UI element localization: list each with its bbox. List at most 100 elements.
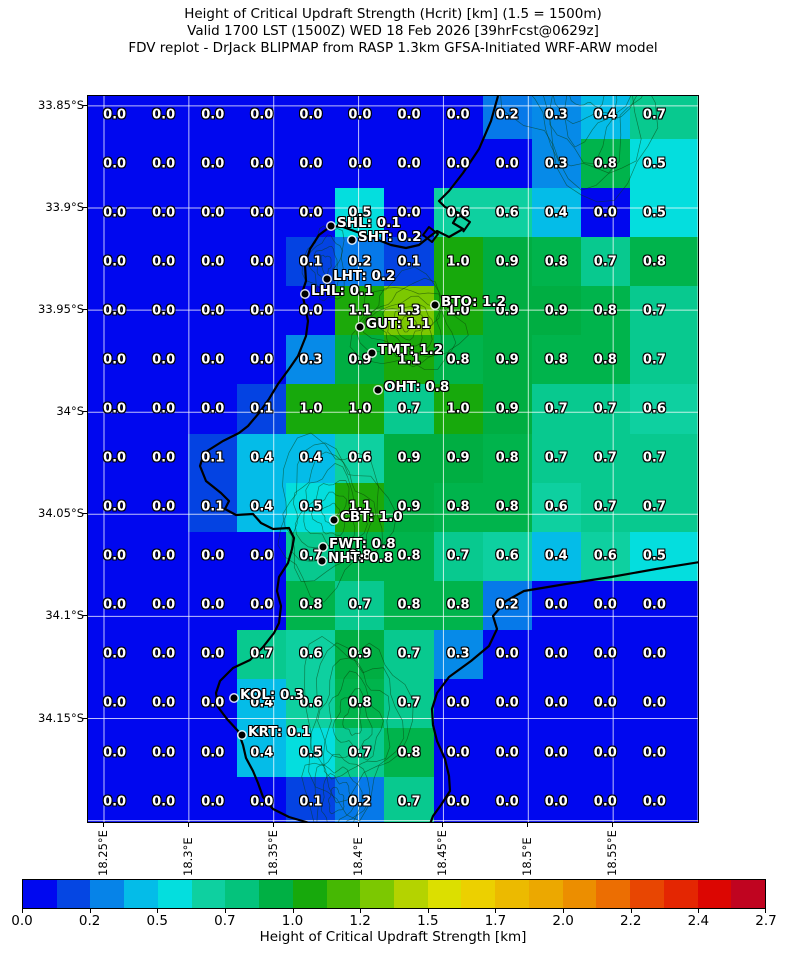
grid-value: 0.0 — [446, 794, 470, 810]
axis-tick — [83, 309, 87, 311]
grid-value: 0.0 — [103, 303, 127, 319]
heatmap-cell — [335, 335, 385, 385]
grid-value: 0.0 — [446, 156, 470, 172]
heatmap-cell — [188, 777, 238, 822]
colorbar-segment — [326, 880, 362, 908]
grid-value: 0.7 — [348, 745, 372, 760]
heatmap-cell — [90, 384, 140, 434]
heatmap-cell — [335, 139, 385, 189]
colorbar-segment — [596, 880, 632, 908]
axis-tick — [272, 823, 274, 827]
grid-value: 0.9 — [495, 303, 519, 319]
heatmap-cell — [629, 286, 679, 336]
heatmap-cell — [237, 629, 287, 679]
axis-tick — [83, 615, 87, 617]
colorbar-tick-label: 0.2 — [78, 913, 101, 929]
terrain-contour — [320, 502, 341, 527]
grid-value: 0.7 — [446, 548, 470, 564]
heatmap-cell — [139, 531, 189, 581]
colorbar-segment — [697, 880, 733, 908]
colorbar-tick — [89, 909, 91, 913]
grid-value: 0.0 — [593, 745, 617, 760]
terrain-contour — [553, 96, 632, 148]
y-axis-tick-label: 33.9°S — [45, 200, 84, 214]
heatmap-cell — [531, 482, 581, 532]
heatmap-cell — [237, 531, 287, 581]
grid-value: 0.0 — [593, 205, 617, 221]
heatmap-cell — [139, 777, 189, 822]
grid-value: 0.8 — [397, 745, 421, 760]
heatmap-cell — [482, 531, 532, 581]
grid-value: 0.0 — [152, 548, 176, 564]
grid-value: 0.4 — [250, 745, 274, 760]
grid-value: 0.1 — [201, 450, 225, 466]
grid-value: 0.0 — [544, 695, 568, 711]
grid-value: 0.4 — [250, 450, 274, 466]
grid-value: 0.4 — [544, 205, 568, 221]
grid-value: 0.0 — [250, 548, 274, 564]
y-axis-tick-label: 34.15°S — [38, 710, 84, 725]
station-label: NHT: 0.8 — [328, 550, 394, 566]
heatmap-cell — [335, 482, 385, 532]
heatmap-cell — [678, 286, 698, 336]
heatmap-cell — [531, 433, 581, 483]
heatmap-cell — [335, 96, 385, 140]
terrain-contour — [301, 753, 370, 822]
grid-value: 0.8 — [397, 548, 421, 564]
station-dot — [368, 349, 376, 357]
grid-value: 0.8 — [348, 695, 372, 711]
heatmap-cell — [139, 580, 189, 630]
grid-value: 0.0 — [250, 303, 274, 319]
heatmap-cell — [237, 237, 287, 287]
heatmap-cell — [433, 384, 483, 434]
axis-tick — [83, 207, 87, 208]
plot-title-line1: Height of Critical Updraft Strength (Hcr… — [184, 6, 602, 22]
grid-value: 0.0 — [103, 499, 127, 515]
heatmap-cell — [237, 678, 287, 728]
colorbar-axis-label: Height of Critical Updraft Strength [km] — [259, 929, 527, 945]
grid-value: 0.0 — [152, 401, 176, 417]
terrain-contour — [400, 315, 417, 333]
axis-tick — [187, 823, 189, 827]
colorbar-tick-label: 1.2 — [349, 913, 371, 929]
grid-value: 1.0 — [299, 401, 323, 417]
grid-value: 0.0 — [299, 156, 323, 172]
grid-value: 0.0 — [250, 205, 274, 221]
heatmap-cell — [384, 286, 434, 336]
heatmap-cell — [433, 482, 483, 532]
grid-value: 0.7 — [642, 352, 666, 368]
heatmap-cell — [629, 237, 679, 287]
heatmap-cell — [531, 531, 581, 581]
heatmap-cell — [139, 678, 189, 728]
terrain-contour — [569, 96, 605, 109]
colorbar-segment — [731, 880, 765, 908]
heatmap-cell — [433, 433, 483, 483]
heatmap-cell — [286, 678, 336, 728]
colorbar-segment — [225, 880, 261, 908]
grid-value: 0.0 — [201, 745, 225, 760]
heatmap-cell — [629, 777, 679, 822]
heatmap-cell — [629, 678, 679, 728]
grid-value: 0.8 — [593, 303, 617, 319]
grid-value: 1.3 — [397, 303, 421, 319]
grid-value: 0.0 — [103, 352, 127, 368]
colorbar-tick — [157, 909, 159, 913]
heatmap-cell — [139, 335, 189, 385]
grid-value: 0.3 — [544, 156, 568, 172]
colorbar-segment — [427, 880, 463, 908]
grid-value: 0.8 — [495, 450, 519, 466]
terrain-contour — [370, 295, 441, 354]
grid-value: 0.2 — [495, 107, 519, 123]
heatmap-cell — [678, 96, 698, 140]
map-overlay — [88, 96, 698, 822]
grid-value: 1.1 — [348, 303, 372, 319]
grid-value: 0.9 — [348, 352, 372, 368]
grid-value: 0.3 — [446, 646, 470, 662]
grid-value: 0.0 — [103, 646, 127, 662]
heatmap-cell — [384, 139, 434, 189]
y-axis-tick-label: 34.05°S — [38, 506, 84, 521]
grid-value: 0.0 — [103, 205, 127, 221]
station-label: OHT: 0.8 — [384, 379, 450, 395]
heatmap-cell — [384, 580, 434, 630]
grid-value: 0.0 — [397, 205, 421, 221]
